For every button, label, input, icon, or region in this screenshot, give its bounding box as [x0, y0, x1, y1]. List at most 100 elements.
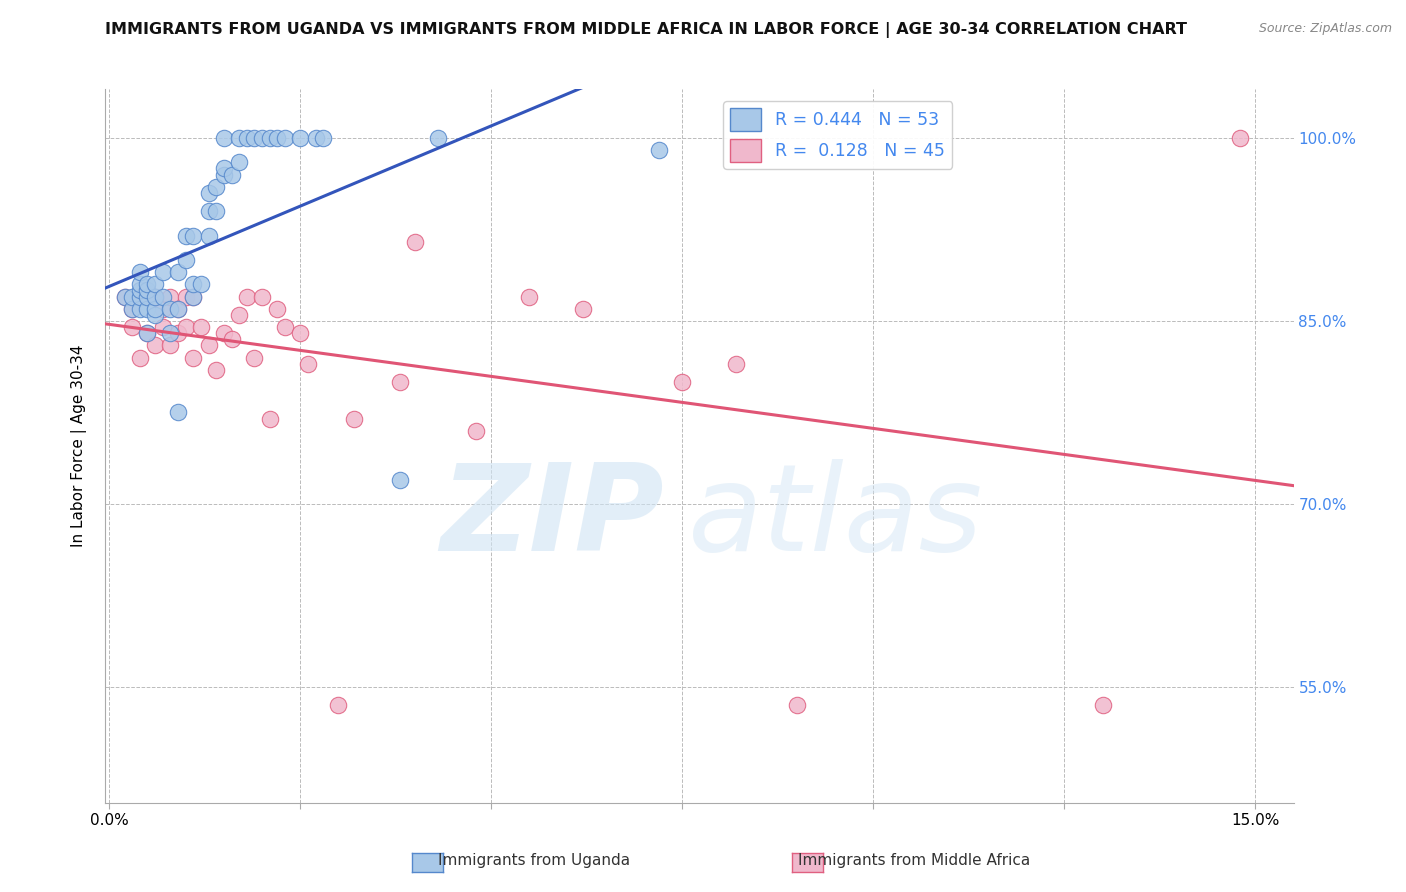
Point: [159, 338, 181, 352]
Point: [143, 301, 166, 316]
Point: [426, 131, 449, 145]
Text: atlas: atlas: [688, 458, 983, 576]
Point: [152, 301, 174, 316]
Text: Source: ZipAtlas.com: Source: ZipAtlas.com: [1258, 22, 1392, 36]
Point: [212, 131, 235, 145]
Point: [121, 301, 143, 316]
Point: [671, 375, 693, 389]
Point: [197, 204, 219, 219]
Point: [250, 131, 273, 145]
Point: [190, 320, 212, 334]
Point: [128, 265, 150, 279]
Text: IMMIGRANTS FROM UGANDA VS IMMIGRANTS FROM MIDDLE AFRICA IN LABOR FORCE | AGE 30-: IMMIGRANTS FROM UGANDA VS IMMIGRANTS FRO…: [105, 22, 1188, 38]
Point: [143, 289, 166, 303]
Point: [212, 161, 235, 176]
Point: [228, 308, 250, 322]
Point: [167, 265, 190, 279]
Point: [128, 277, 150, 292]
Point: [304, 131, 326, 145]
Point: [388, 473, 411, 487]
Point: [236, 131, 259, 145]
Point: [266, 131, 288, 145]
Point: [221, 332, 243, 346]
Point: [236, 289, 259, 303]
Point: [250, 289, 273, 303]
Point: [724, 357, 747, 371]
Point: [128, 289, 150, 303]
Point: [174, 228, 197, 243]
Point: [181, 228, 204, 243]
Text: Immigrants from Uganda: Immigrants from Uganda: [439, 854, 630, 868]
Point: [121, 301, 143, 316]
Point: [297, 357, 319, 371]
Point: [167, 301, 190, 316]
Point: [197, 186, 219, 200]
Point: [136, 289, 159, 303]
Point: [136, 326, 159, 341]
Point: [388, 375, 411, 389]
Point: [205, 204, 228, 219]
Point: [143, 308, 166, 322]
Point: [212, 168, 235, 182]
Point: [152, 289, 174, 303]
Point: [228, 155, 250, 169]
Point: [343, 411, 366, 425]
Point: [152, 265, 174, 279]
Point: [197, 228, 219, 243]
Point: [167, 326, 190, 341]
Point: [167, 301, 190, 316]
Point: [228, 131, 250, 145]
Point: [274, 131, 297, 145]
Point: [221, 168, 243, 182]
Point: [572, 301, 595, 316]
Text: Immigrants from Middle Africa: Immigrants from Middle Africa: [797, 854, 1031, 868]
Point: [290, 131, 312, 145]
Point: [404, 235, 426, 249]
Point: [312, 131, 335, 145]
Point: [212, 326, 235, 341]
Point: [159, 326, 181, 341]
Point: [136, 277, 159, 292]
Point: [465, 424, 488, 438]
Point: [136, 326, 159, 341]
Point: [259, 411, 281, 425]
Point: [181, 277, 204, 292]
Point: [181, 289, 204, 303]
Point: [128, 289, 150, 303]
Point: [174, 289, 197, 303]
Point: [181, 351, 204, 365]
Legend: R = 0.444   N = 53, R =  0.128   N = 45: R = 0.444 N = 53, R = 0.128 N = 45: [723, 102, 952, 169]
Point: [328, 698, 350, 713]
Point: [167, 405, 190, 419]
Point: [152, 320, 174, 334]
Point: [519, 289, 541, 303]
Point: [136, 289, 159, 303]
Point: [181, 289, 204, 303]
Point: [159, 289, 181, 303]
Point: [174, 252, 197, 267]
Point: [259, 131, 281, 145]
Point: [205, 363, 228, 377]
Point: [114, 289, 136, 303]
Point: [136, 301, 159, 316]
Point: [1229, 131, 1251, 145]
Point: [143, 277, 166, 292]
Point: [121, 289, 143, 303]
Point: [243, 131, 266, 145]
Point: [143, 289, 166, 303]
Point: [243, 351, 266, 365]
Point: [274, 320, 297, 334]
Point: [114, 289, 136, 303]
Point: [128, 284, 150, 298]
Point: [174, 320, 197, 334]
Point: [197, 338, 219, 352]
Point: [136, 284, 159, 298]
Point: [128, 301, 150, 316]
Point: [266, 301, 288, 316]
Text: ZIP: ZIP: [440, 458, 664, 576]
Point: [143, 338, 166, 352]
Point: [128, 351, 150, 365]
Point: [290, 326, 312, 341]
Point: [121, 320, 143, 334]
Y-axis label: In Labor Force | Age 30-34: In Labor Force | Age 30-34: [70, 344, 87, 548]
